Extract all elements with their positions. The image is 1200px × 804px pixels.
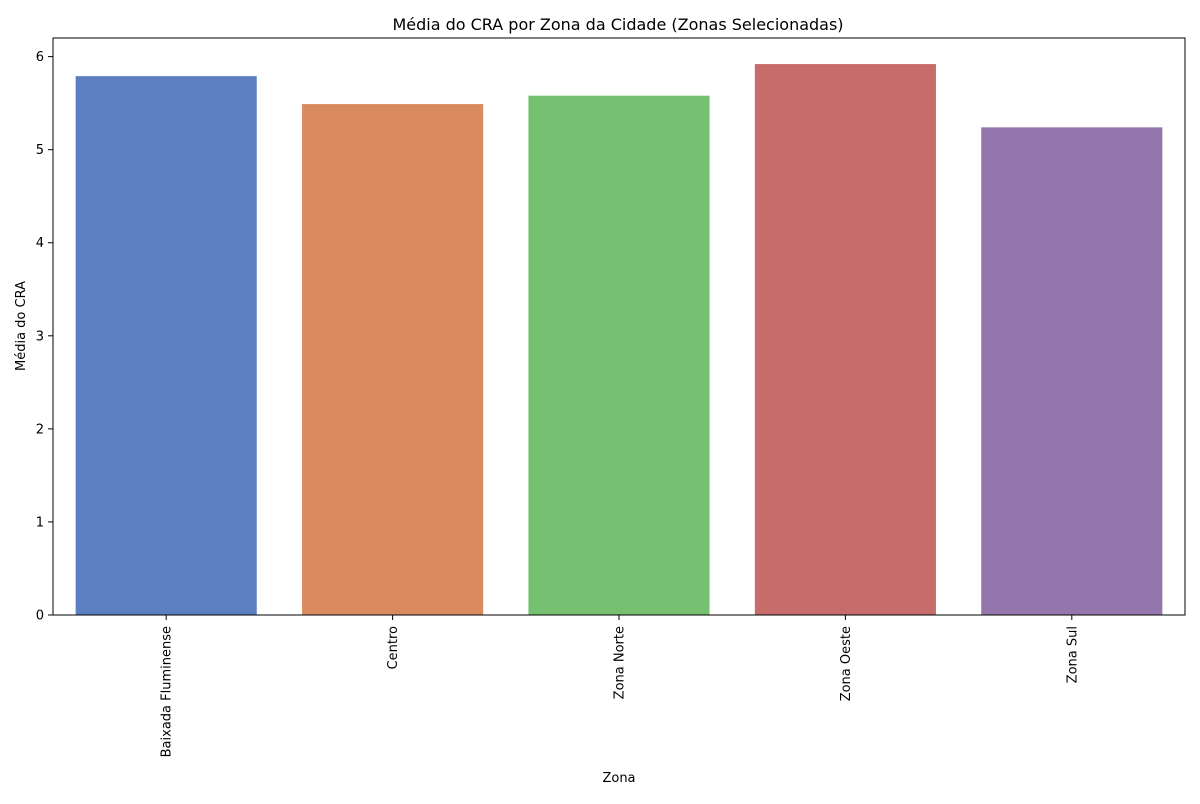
x-axis: Baixada Fluminense Centro Zona Norte Zona O… — [160, 615, 1080, 757]
bar — [981, 127, 1163, 615]
x-axis-label: Zona — [602, 771, 635, 786]
x-tick-label: Zona Sul — [1065, 626, 1080, 683]
bar — [302, 104, 484, 615]
bar — [528, 95, 710, 615]
y-tick-label: 2 — [36, 422, 44, 437]
bar — [75, 76, 257, 615]
y-tick-label: 3 — [36, 329, 44, 344]
x-tick-label: Baixada Fluminense — [160, 626, 175, 757]
y-tick-label: 4 — [36, 236, 44, 251]
y-axis-label: Média do CRA — [14, 281, 29, 371]
chart-title: Média do CRA por Zona da Cidade (Zonas S… — [392, 15, 843, 34]
x-tick-label: Zona Oeste — [839, 626, 854, 701]
y-axis: 0 1 2 3 4 5 6 — [36, 50, 53, 624]
y-tick-label: 6 — [36, 50, 44, 65]
bars-layer — [75, 64, 1163, 615]
y-tick-label: 0 — [36, 609, 44, 624]
y-tick-label: 1 — [36, 515, 44, 530]
x-tick-label: Centro — [386, 626, 401, 669]
x-tick-label: Zona Norte — [613, 626, 628, 699]
y-tick-label: 5 — [36, 143, 44, 158]
bar — [754, 64, 936, 615]
